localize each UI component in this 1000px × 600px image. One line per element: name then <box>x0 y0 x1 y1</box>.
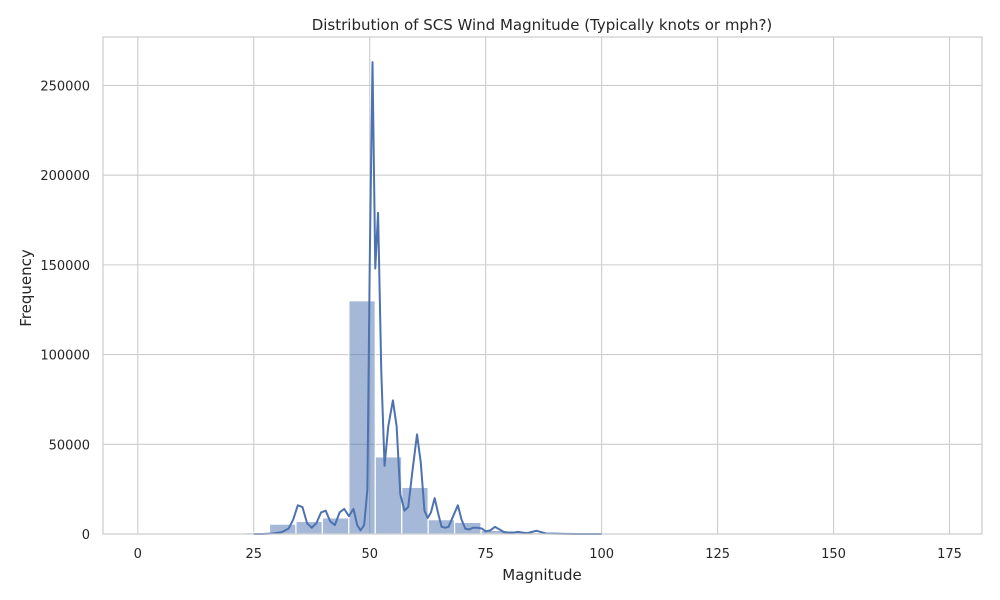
y-tick-label: 250000 <box>40 79 90 94</box>
y-tick-label: 150000 <box>40 259 90 274</box>
y-tick-label: 50000 <box>49 438 90 453</box>
y-tick-label: 0 <box>82 528 90 543</box>
y-tick-labels: 0 50000 100000 150000 200000 250000 <box>40 79 90 543</box>
x-tick-label: 50 <box>361 547 378 562</box>
x-tick-label: 150 <box>821 547 846 562</box>
plot-frame <box>102 36 983 535</box>
x-tick-label: 75 <box>477 547 494 562</box>
histogram-bars <box>242 300 614 535</box>
histogram-bar <box>295 520 324 535</box>
x-tick-label: 25 <box>245 547 262 562</box>
x-tick-label: 175 <box>937 547 962 562</box>
y-tick-label: 200000 <box>40 169 90 184</box>
y-axis-label: Frequency <box>17 249 35 327</box>
y-tick-label: 100000 <box>40 349 90 364</box>
kde-curve <box>253 61 602 535</box>
x-tick-label: 0 <box>134 547 142 562</box>
x-tick-label: 100 <box>589 547 614 562</box>
chart-title: Distribution of SCS Wind Magnitude (Typi… <box>312 16 773 34</box>
x-tick-labels: 0 25 50 75 100 125 150 175 <box>134 547 962 562</box>
histogram-bar <box>348 300 376 535</box>
grid-lines <box>103 37 982 535</box>
kde-curve-group <box>253 61 602 535</box>
x-axis-label: Magnitude <box>502 566 581 584</box>
histogram-bar <box>374 456 403 535</box>
x-tick-label: 125 <box>705 547 730 562</box>
